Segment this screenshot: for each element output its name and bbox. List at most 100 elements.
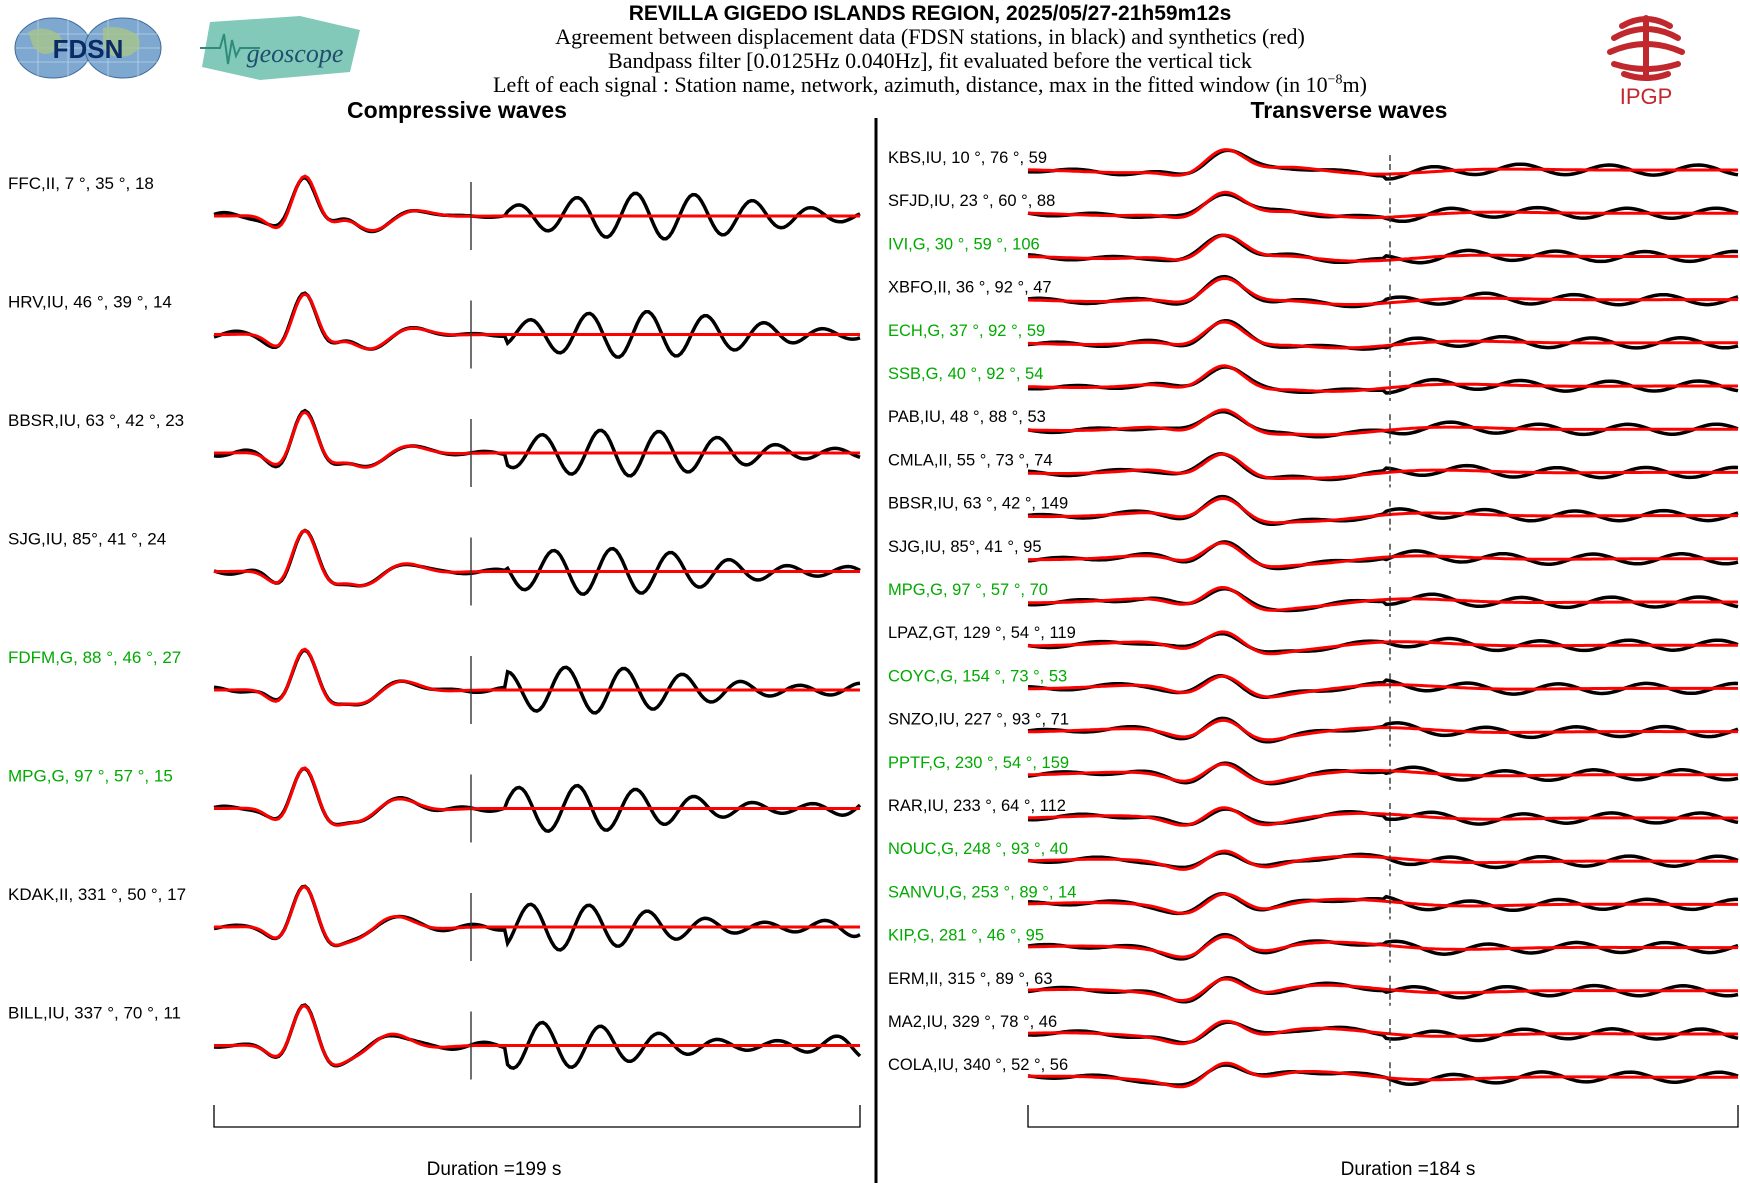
- synthetic-trace: [214, 647, 860, 707]
- station-label: BBSR,IU, 63 °, 42 °, 23: [8, 411, 184, 430]
- station-trace: SSB,G, 40 °, 92 °, 54: [888, 364, 1739, 401]
- station-trace: KDAK,II, 331 °, 50 °, 17: [8, 884, 861, 961]
- station-label: SNZO,IU, 227 °, 93 °, 71: [888, 711, 1069, 729]
- duration-bracket: [1027, 1105, 1739, 1128]
- station-label: IVI,G, 30 °, 59 °, 106: [888, 235, 1040, 253]
- fdsn-logo-text: FDSN: [53, 34, 124, 64]
- synthetic-trace: [1027, 892, 1738, 915]
- duration-bracket: [213, 1105, 861, 1128]
- fdsn-logo: FDSN: [14, 17, 162, 79]
- synthetic-trace: [1027, 148, 1738, 177]
- station-label: KDAK,II, 331 °, 50 °, 17: [8, 885, 186, 904]
- station-trace: SANVU,G, 253 °, 89 °, 14: [888, 883, 1738, 920]
- station-label: SJG,IU, 85°, 41 °, 95: [888, 538, 1042, 556]
- synthetic-trace: [1028, 977, 1738, 1003]
- station-trace: SNZO,IU, 227 °, 93 °, 71: [888, 711, 1739, 747]
- station-label: ERM,II, 315 °, 89 °, 63: [888, 970, 1053, 988]
- transverse-panel: Transverse waves KBS,IU, 10 °, 76 °, 59 SF…: [888, 97, 1739, 1180]
- station-label: BBSR,IU, 63 °, 42 °, 149: [888, 495, 1068, 513]
- synthetic-trace: [214, 885, 860, 947]
- synthetic-trace: [1028, 806, 1738, 827]
- panel-title: Compressive waves: [347, 97, 567, 123]
- subtitle-line-3: Left of each signal : Station name, netw…: [360, 72, 1500, 98]
- synthetic-trace: [1027, 1061, 1738, 1089]
- station-trace: MPG,G, 97 °, 57 °, 15: [8, 766, 862, 843]
- synthetic-trace: [214, 410, 860, 469]
- synthetic-trace: [214, 1004, 860, 1067]
- station-label: MA2,IU, 329 °, 78 °, 46: [888, 1013, 1057, 1031]
- station-label: KIP,G, 281 °, 46 °, 95: [888, 927, 1044, 945]
- station-label: COYC,G, 154 °, 73 °, 53: [888, 667, 1067, 685]
- synthetic-trace: [1027, 408, 1738, 437]
- station-label: SANVU,G, 253 °, 89 °, 14: [888, 883, 1076, 901]
- station-trace: KBS,IU, 10 °, 76 °, 59: [888, 148, 1739, 185]
- synthetic-trace: [1027, 190, 1738, 220]
- synthetic-trace: [214, 292, 860, 351]
- station-label: CMLA,II, 55 °, 73 °, 74: [888, 451, 1053, 469]
- station-trace: RAR,IU, 233 °, 64 °, 112: [888, 797, 1739, 833]
- synthetic-trace: [1027, 1019, 1738, 1046]
- data-trace: [1027, 409, 1739, 439]
- geoscope-logo: geoscope: [200, 16, 360, 80]
- station-trace: PAB,IU, 48 °, 88 °, 53: [888, 408, 1739, 445]
- station-trace: ERM,II, 315 °, 89 °, 63: [888, 970, 1739, 1006]
- station-label: MPG,G, 97 °, 57 °, 15: [8, 767, 173, 786]
- station-label: HRV,IU, 46 °, 39 °, 14: [8, 293, 172, 312]
- synthetic-trace: [1027, 364, 1738, 393]
- synthetic-trace: [1027, 233, 1738, 263]
- synthetic-trace: [1028, 541, 1738, 569]
- data-trace: [1027, 1063, 1739, 1087]
- station-label: FDFM,G, 88 °, 46 °, 27: [8, 648, 181, 667]
- ipgp-logo: IPGP: [1607, 15, 1685, 109]
- station-label: MPG,G, 97 °, 57 °, 70: [888, 581, 1048, 599]
- station-label: SSB,G, 40 °, 92 °, 54: [888, 365, 1043, 383]
- station-trace: KIP,G, 281 °, 46 °, 95: [888, 927, 1739, 963]
- figure-title: REVILLA GIGEDO ISLANDS REGION, 2025/05/2…: [628, 2, 1232, 25]
- subtitle-line-3-exponent: −8: [1327, 72, 1343, 88]
- synthetic-trace: [1028, 935, 1738, 959]
- data-trace: [1027, 452, 1739, 482]
- station-label: RAR,IU, 233 °, 64 °, 112: [888, 797, 1066, 815]
- ipgp-logo-text: IPGP: [1620, 84, 1673, 109]
- subtitle-line-3-text: Left of each signal : Station name, netw…: [493, 72, 1328, 97]
- data-trace: [1027, 494, 1739, 526]
- station-label: SJG,IU, 85°, 41 °, 24: [8, 530, 166, 549]
- station-label: ECH,G, 37 °, 92 °, 59: [888, 322, 1045, 340]
- data-trace: [213, 175, 861, 241]
- station-label: LPAZ,GT, 129 °, 54 °, 119: [888, 624, 1076, 642]
- synthetic-trace: [1028, 762, 1738, 784]
- synthetic-trace: [1028, 718, 1738, 742]
- station-trace: CMLA,II, 55 °, 73 °, 74: [888, 451, 1739, 488]
- station-label: NOUC,G, 248 °, 93 °, 40: [888, 840, 1068, 858]
- station-trace: BBSR,IU, 63 °, 42 °, 23: [8, 408, 861, 487]
- synthetic-trace: [1028, 849, 1738, 871]
- synthetic-trace: [1027, 276, 1738, 306]
- station-label: PPTF,G, 230 °, 54 °, 159: [888, 754, 1069, 772]
- station-trace: NOUC,G, 248 °, 93 °, 40: [888, 840, 1739, 877]
- synthetic-trace: [214, 174, 860, 233]
- station-trace: FDFM,G, 88 °, 46 °, 27: [8, 647, 861, 724]
- duration-label: Duration =184 s: [1341, 1159, 1476, 1180]
- synthetic-trace: [1028, 674, 1738, 699]
- station-label: FFC,II, 7 °, 35 °, 18: [8, 174, 154, 193]
- station-trace: ECH,G, 37 °, 92 °, 59: [888, 318, 1739, 358]
- synthetic-trace: [1028, 630, 1738, 656]
- station-label: KBS,IU, 10 °, 76 °, 59: [888, 149, 1047, 167]
- station-trace: SJG,IU, 85°, 41 °, 24: [8, 528, 861, 606]
- station-trace: SFJD,IU, 23 °, 60 °, 88: [888, 190, 1739, 229]
- station-label: COLA,IU, 340 °, 52 °, 56: [888, 1056, 1068, 1074]
- station-trace: FFC,II, 7 °, 35 °, 18: [8, 174, 861, 250]
- subtitle-line-1: Agreement between displacement data (FDS…: [555, 24, 1305, 49]
- station-trace: BBSR,IU, 63 °, 42 °, 149: [888, 494, 1739, 531]
- station-label: SFJD,IU, 23 °, 60 °, 88: [888, 192, 1055, 210]
- station-trace: LPAZ,GT, 129 °, 54 °, 119: [888, 624, 1739, 661]
- station-label: PAB,IU, 48 °, 88 °, 53: [888, 408, 1046, 426]
- synthetic-trace: [214, 766, 860, 827]
- compressive-panel: Compressive waves FFC,II, 7 °, 35 °, 18 HR…: [8, 97, 862, 1180]
- station-trace: MA2,IU, 329 °, 78 °, 46: [888, 1013, 1739, 1049]
- station-trace: SJG,IU, 85°, 41 °, 95: [888, 538, 1739, 574]
- station-label: XBFO,II, 36 °, 92 °, 47: [888, 279, 1052, 297]
- station-trace: COYC,G, 154 °, 73 °, 53: [888, 667, 1739, 704]
- station-trace: HRV,IU, 46 °, 39 °, 14: [8, 291, 861, 369]
